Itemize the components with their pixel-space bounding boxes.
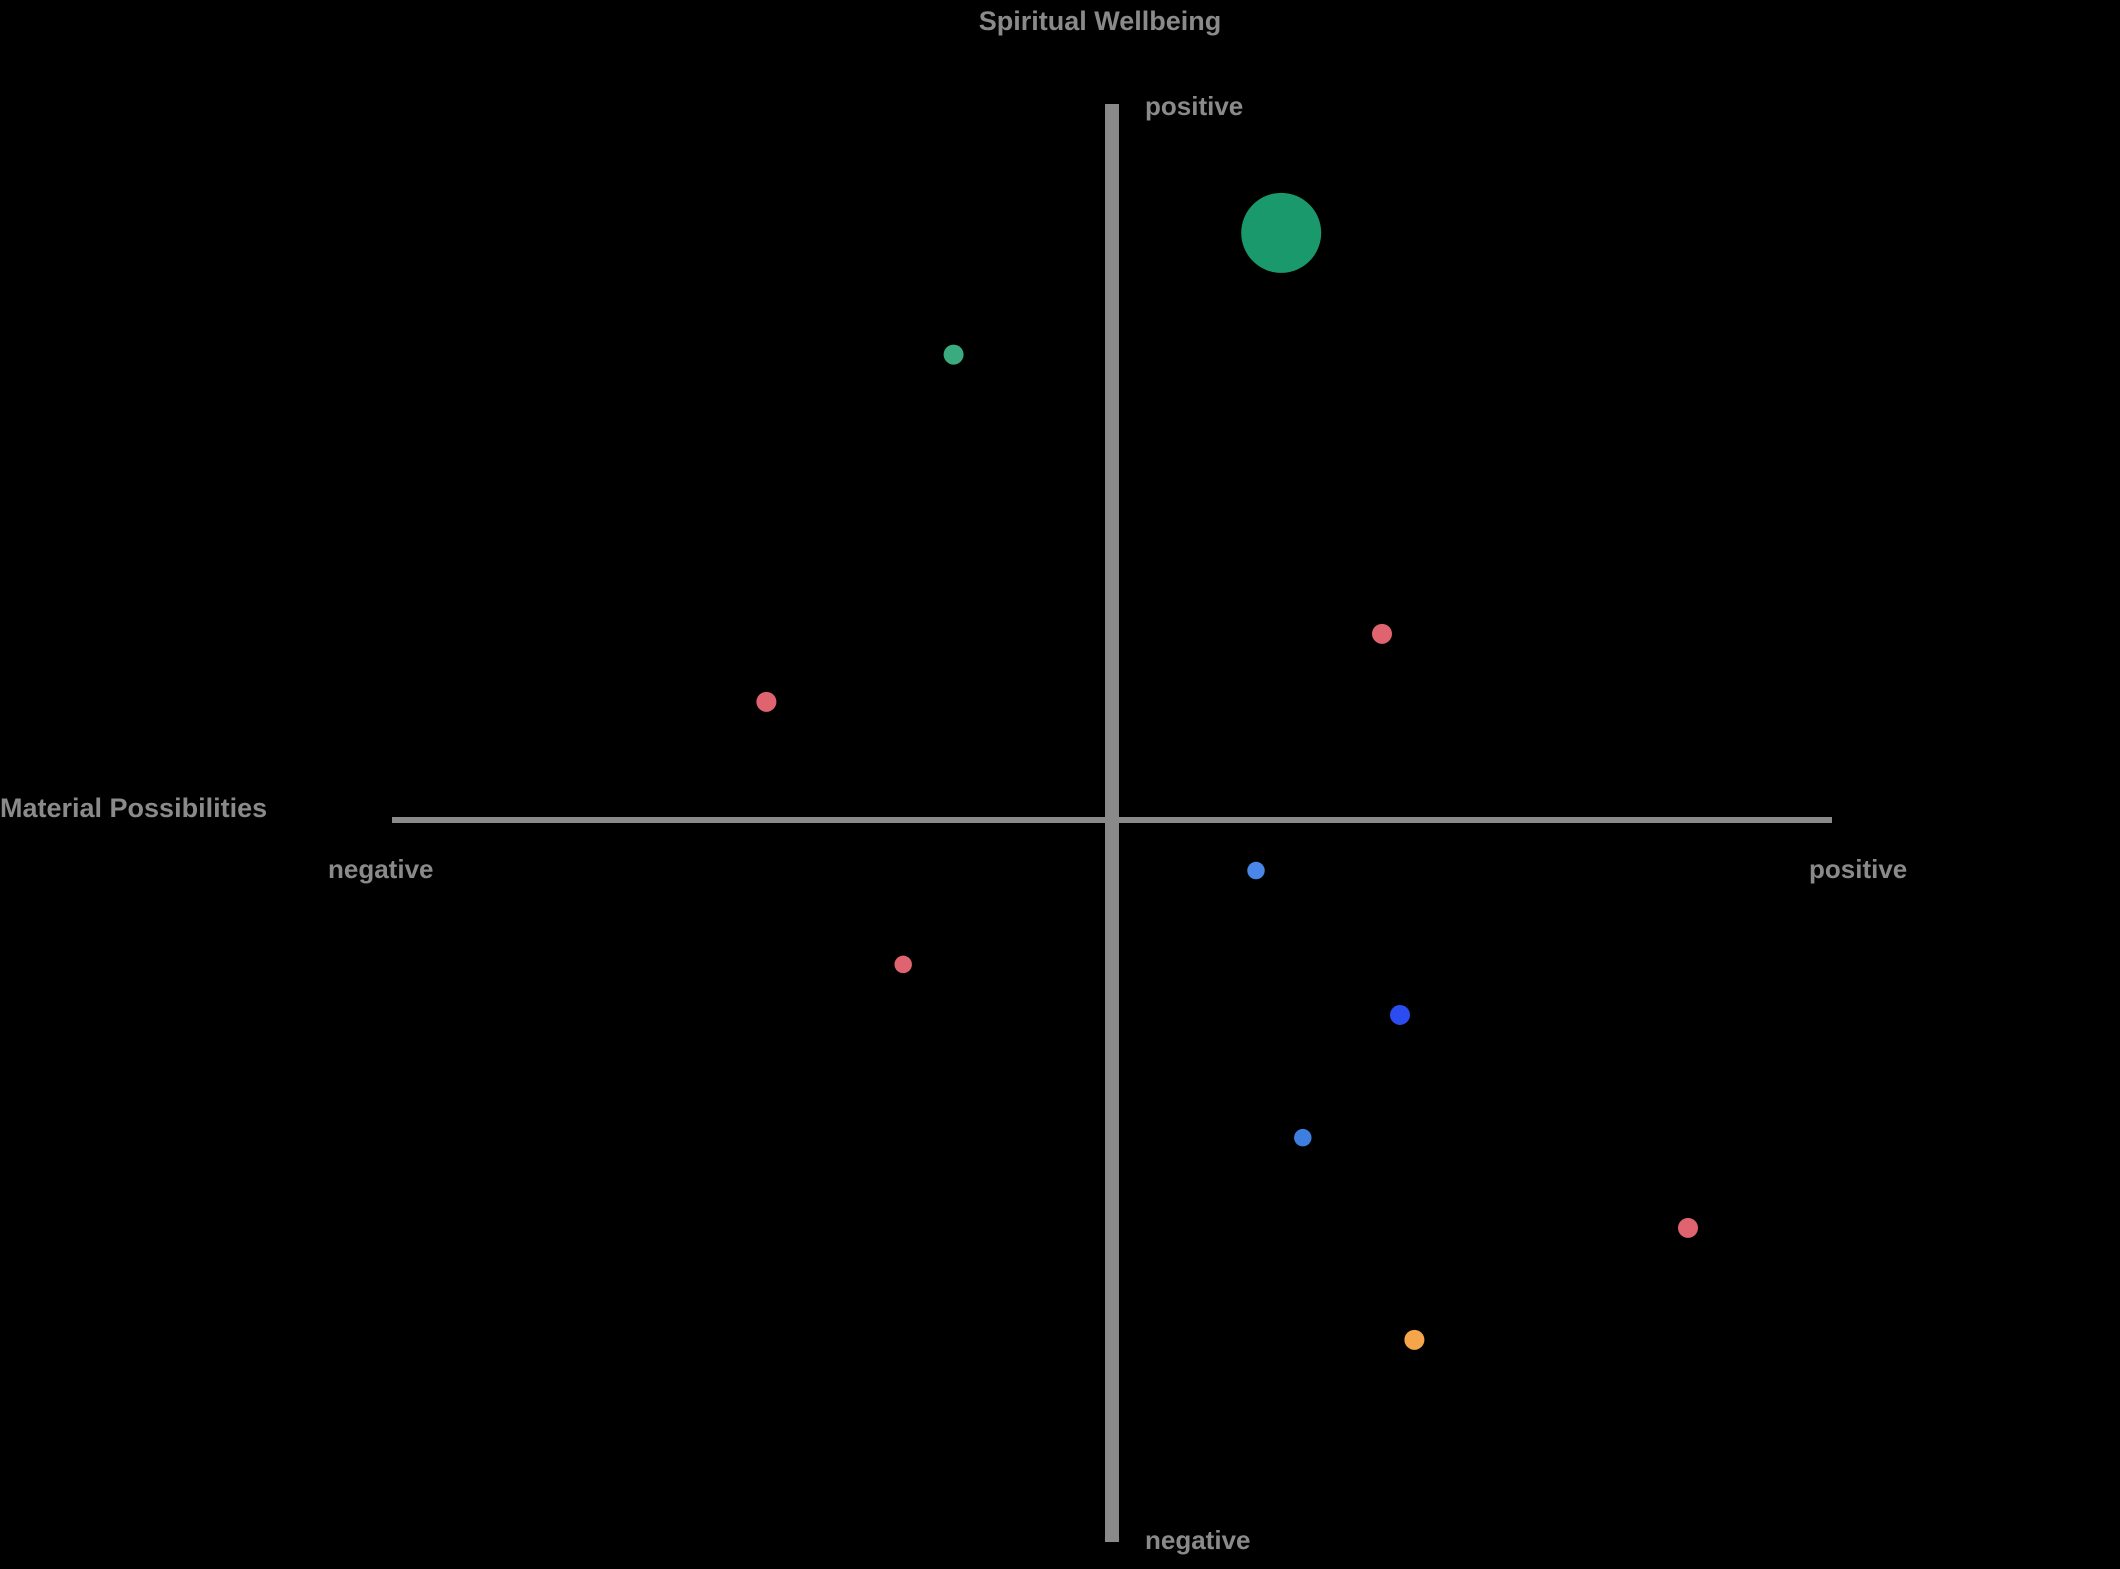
y-axis-title: Spiritual Wellbeing — [978, 6, 1222, 36]
y-axis-low-label: negative — [1145, 1525, 1251, 1555]
data-point-9[interactable] — [1678, 1217, 1698, 1238]
x-axis-high-label: positive — [1809, 854, 1908, 884]
x-axis-title: Material Possibilities — [0, 793, 268, 823]
x-axis-low-label: negative — [328, 854, 434, 884]
data-point-10[interactable] — [1404, 1329, 1425, 1350]
data-point-6[interactable] — [894, 955, 912, 974]
data-point-5[interactable] — [1247, 861, 1265, 880]
data-point-8[interactable] — [1294, 1128, 1312, 1147]
data-point-4[interactable] — [756, 691, 777, 712]
data-point-3[interactable] — [1372, 623, 1392, 644]
data-point-2[interactable] — [943, 344, 964, 365]
y-axis-high-label: positive — [1145, 91, 1244, 121]
data-point-7[interactable] — [1390, 1004, 1410, 1025]
data-point-1[interactable] — [1241, 192, 1322, 273]
